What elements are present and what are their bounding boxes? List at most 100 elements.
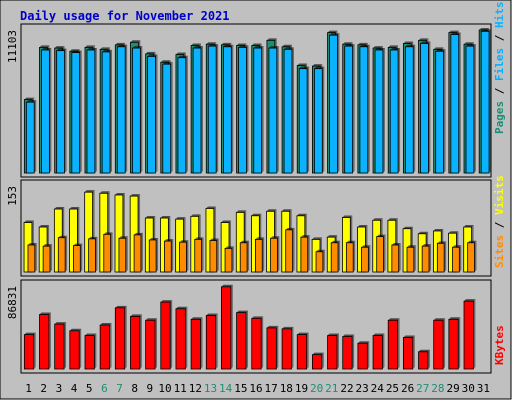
visits-bar-top: [175, 217, 186, 220]
hits-bar-side: [64, 48, 67, 173]
x-tick-label: 14: [219, 382, 233, 395]
sites-bar-side: [428, 244, 431, 272]
x-tick-label: 4: [71, 382, 78, 395]
visits-bar-top: [281, 209, 292, 212]
visits-bar-top: [145, 216, 156, 219]
kbytes-bar-side: [64, 322, 67, 369]
hits-bar: [147, 56, 156, 174]
x-tick-label: 20: [310, 382, 323, 395]
sites-bar-top: [346, 240, 356, 243]
kbytes-bar: [402, 337, 414, 370]
kbytes-bar: [387, 319, 399, 370]
visits-bar-top: [236, 210, 247, 213]
sites-bar-top: [179, 240, 189, 243]
sites-bar-side: [110, 232, 113, 272]
sites-bar: [300, 236, 309, 273]
hits-bar: [344, 45, 354, 174]
sites-bar: [73, 245, 81, 273]
hits-bar: [71, 52, 81, 174]
pages-bar-top: [448, 30, 459, 33]
kbytes-bar-top: [130, 314, 142, 317]
sites-bar-top: [422, 244, 431, 247]
legend-separator: /: [493, 81, 506, 101]
hits-bar-top: [375, 48, 385, 51]
x-tick-label: 1: [25, 382, 32, 395]
panel-frame: [20, 279, 492, 374]
sites-bar-top: [58, 235, 68, 238]
x-tick-label: 13: [204, 382, 217, 395]
sites-bar-top: [361, 245, 371, 248]
sites-bar-side: [292, 227, 295, 272]
sites-bar-top: [209, 238, 219, 241]
hits-bar-top: [238, 45, 249, 48]
hits-bar-top: [132, 46, 143, 49]
sites-bar: [361, 246, 369, 273]
hits-bar-top: [86, 48, 97, 51]
kbytes-bar: [84, 335, 95, 370]
kbytes-bar-top: [191, 317, 203, 320]
kbytes-bar: [418, 351, 429, 370]
hits-bar: [313, 68, 323, 174]
sites-bar: [270, 237, 278, 273]
axis-max-label: 86831: [6, 286, 19, 319]
kbytes-bar: [145, 319, 156, 370]
hits-bar: [238, 47, 247, 174]
visits-bar-top: [357, 225, 368, 228]
pages-bar-top: [24, 97, 35, 100]
sites-bar-side: [368, 245, 371, 272]
hits-bar: [359, 46, 369, 174]
hits-bar-side: [413, 44, 416, 173]
kbytes-bar-top: [418, 349, 430, 352]
kbytes-bar-side: [473, 299, 476, 369]
visits-bar-top: [84, 190, 95, 193]
sites-bar: [88, 238, 96, 273]
kbytes-bar-side: [382, 333, 385, 369]
kbytes-bar: [190, 318, 201, 370]
kbytes-bar-side: [124, 305, 127, 369]
sites-bar-side: [156, 237, 159, 272]
sites-bar-top: [149, 237, 159, 240]
visits-bar-top: [403, 226, 413, 229]
kbytes-bar: [236, 312, 247, 370]
kbytes-bar-top: [24, 332, 36, 335]
hits-bar: [404, 46, 414, 174]
kbytes-bar-top: [357, 341, 370, 344]
kbytes-bar-side: [306, 332, 309, 369]
hits-bar-side: [428, 41, 431, 173]
hits-bar-side: [473, 44, 476, 173]
x-tick-label: 10: [158, 382, 171, 395]
kbytes-bar-top: [403, 335, 415, 338]
kbytes-bar: [23, 334, 35, 370]
kbytes-bar: [372, 335, 383, 370]
hits-bar: [177, 57, 187, 174]
sites-bar: [376, 236, 384, 273]
sites-bar-top: [164, 239, 174, 242]
legend-entry-sites: Sites: [493, 235, 506, 268]
visits-bar-top: [387, 218, 398, 221]
sites-bar-top: [103, 232, 113, 235]
hits-bar-side: [79, 50, 82, 173]
visits-bar-top: [266, 209, 277, 212]
hits-bar-top: [466, 44, 476, 47]
hits-bar-top: [390, 48, 401, 51]
kbytes-bar-top: [39, 312, 51, 315]
hits-bar: [101, 51, 111, 174]
pages-bar-top: [251, 43, 262, 46]
visits-bar-top: [251, 213, 262, 216]
kbytes-bar-top: [266, 325, 279, 328]
visits-bar-top: [99, 191, 110, 194]
sites-bar-side: [459, 245, 462, 272]
kbytes-bar: [342, 336, 353, 370]
hits-bar-top: [284, 47, 294, 50]
sites-bar-top: [225, 246, 234, 249]
chart-panel-2: 153 Sites / Visits: [6, 175, 506, 277]
sites-bar-side: [322, 249, 325, 272]
visits-bar-top: [312, 237, 322, 240]
hits-bar: [450, 34, 460, 174]
hits-bar: [25, 101, 35, 174]
kbytes-bar-side: [215, 313, 218, 369]
hits-bar: [223, 46, 232, 174]
visits-bar-top: [54, 207, 65, 210]
kbytes-bar-top: [100, 323, 112, 326]
pages-bar-top: [206, 42, 217, 45]
